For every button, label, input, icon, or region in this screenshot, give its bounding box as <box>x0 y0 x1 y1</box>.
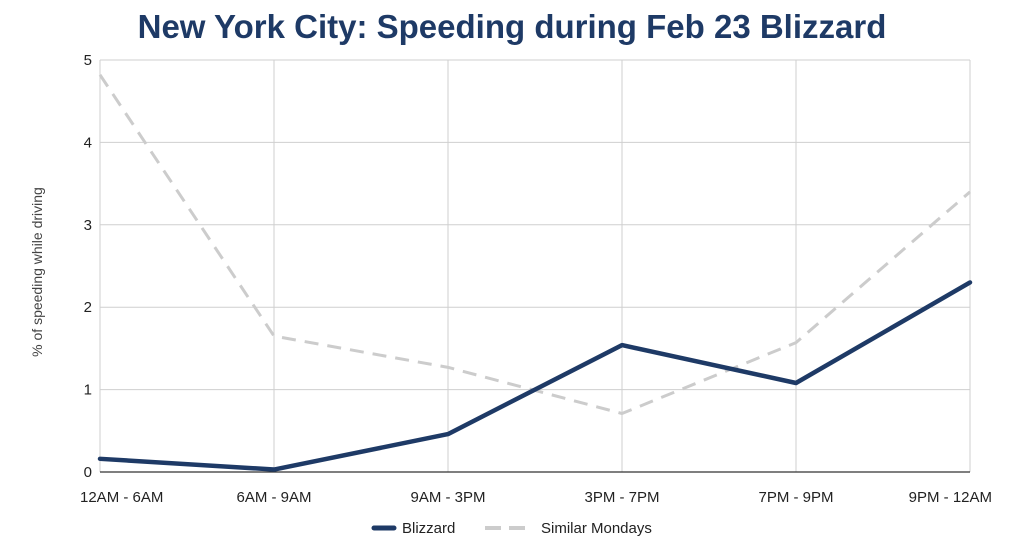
series-line-similar-mondays <box>98 74 971 415</box>
y-tick-label: 4 <box>84 134 92 151</box>
series <box>97 74 973 472</box>
chart-title: New York City: Speeding during Feb 23 Bl… <box>137 8 887 45</box>
legend-label: Similar Mondays <box>541 520 652 537</box>
tick-labels: 0 1 2 3 4 5 12AM - 6AM 6AM - 9AM 9AM - 3PM 3PM - … <box>80 52 992 506</box>
y-tick-label: 2 <box>84 299 92 316</box>
x-tick-label: 7PM - 9PM <box>758 489 833 506</box>
x-tick-label: 3PM - 7PM <box>584 489 659 506</box>
y-tick-label: 3 <box>84 217 92 234</box>
y-axis-label: % of speeding while driving <box>29 187 45 357</box>
x-tick-label: 6AM - 9AM <box>236 489 311 506</box>
grid <box>99 59 971 472</box>
legend-label: Blizzard <box>402 520 455 537</box>
x-tick-label: 12AM - 6AM <box>80 489 163 506</box>
y-tick-label: 0 <box>84 464 92 481</box>
series-line-blizzard <box>97 280 973 472</box>
legend: Blizzard Similar Mondays <box>371 520 652 537</box>
y-tick-label: 1 <box>84 382 92 399</box>
x-tick-label: 9AM - 3PM <box>410 489 485 506</box>
y-tick-label: 5 <box>84 52 92 69</box>
x-tick-label: 9PM - 12AM <box>909 489 992 506</box>
